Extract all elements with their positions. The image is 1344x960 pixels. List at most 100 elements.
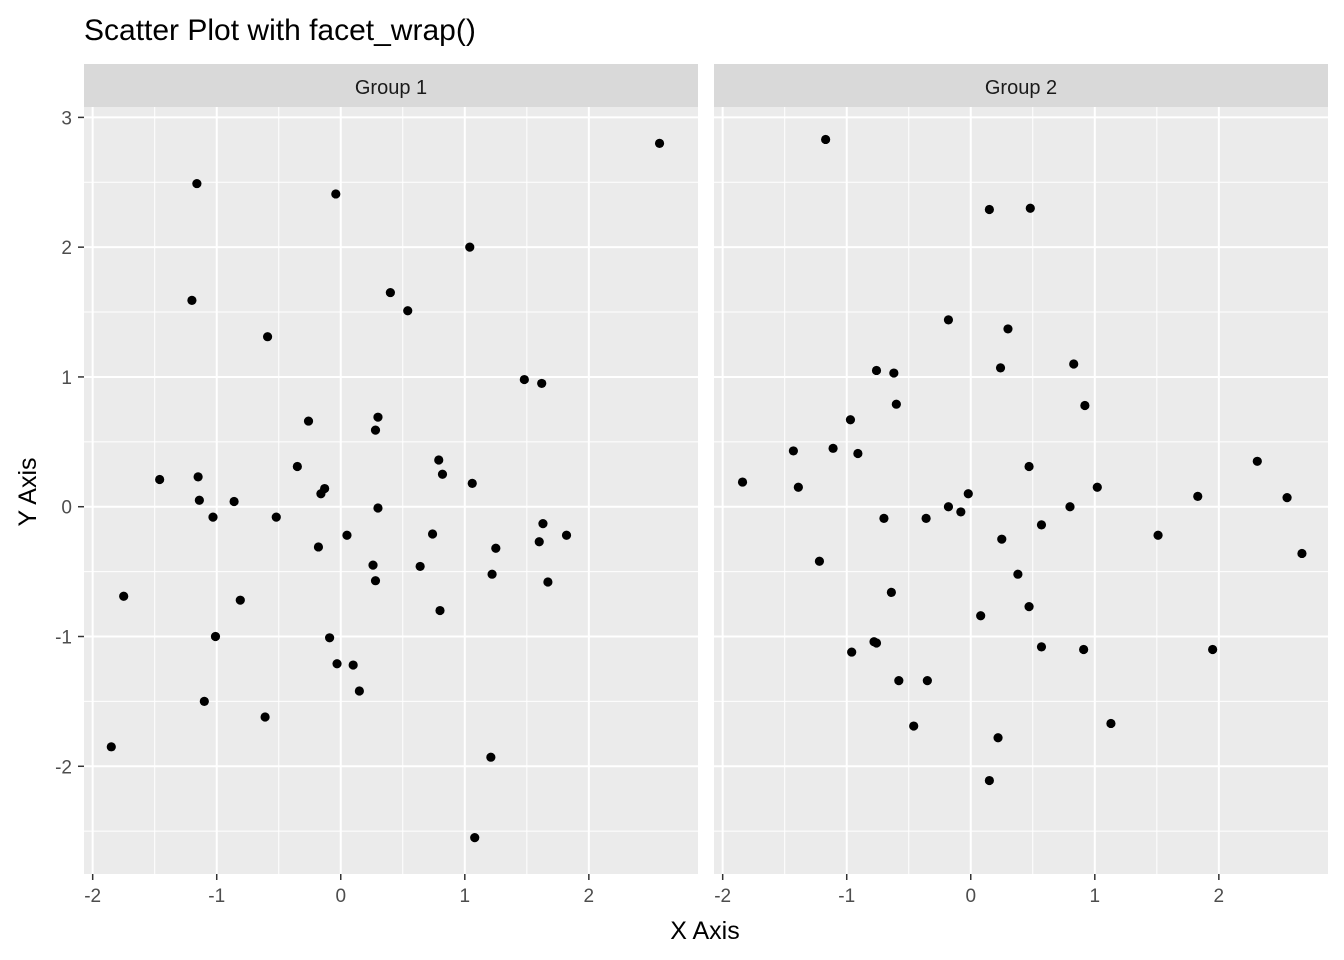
scatter-point	[993, 733, 1003, 743]
scatter-point	[922, 676, 932, 686]
scatter-point	[194, 495, 204, 505]
scatter-point	[788, 446, 798, 456]
scatter-point	[262, 332, 273, 342]
x-tick-label: 1	[1090, 886, 1101, 907]
scatter-point	[316, 489, 326, 499]
panel-background	[84, 107, 698, 874]
scatter-point	[467, 478, 477, 488]
scatter-point	[853, 448, 863, 459]
scatter-point	[828, 443, 838, 453]
scatter-point	[519, 374, 529, 385]
scatter-point	[737, 477, 748, 487]
scatter-point	[654, 138, 665, 148]
y-tick-label: 1	[61, 368, 72, 389]
scatter-point	[260, 712, 270, 722]
scatter-point	[886, 587, 896, 597]
scatter-point	[1282, 493, 1292, 503]
x-axis-label: X Axis	[670, 917, 739, 945]
scatter-point	[871, 638, 882, 648]
scatter-point	[1003, 324, 1013, 334]
scatter-point	[793, 482, 803, 492]
scatter-point	[1036, 520, 1047, 530]
facet-strip	[84, 64, 698, 107]
scatter-point	[292, 461, 302, 472]
scatter-point	[465, 242, 475, 252]
y-tick-label: 0	[61, 498, 72, 519]
scatter-point	[956, 507, 966, 517]
scatter-point	[199, 696, 209, 706]
scatter-point	[106, 742, 116, 752]
x-tick-label: 1	[460, 886, 471, 907]
scatter-point	[814, 556, 825, 566]
scatter-point	[415, 561, 425, 572]
scatter-point	[1065, 502, 1075, 512]
scatter-point	[210, 631, 221, 642]
scatter-point	[385, 287, 395, 298]
scatter-point	[889, 368, 899, 378]
y-axis-label: Y Axis	[14, 457, 42, 526]
scatter-point	[997, 534, 1007, 544]
scatter-point	[403, 306, 413, 316]
scatter-point	[368, 560, 378, 570]
facet-panels: Group 1 -2 -1 0 1 2 -2 -1 0 1 2 3 Group 2 -2 -1 0 1 2	[55, 64, 1328, 907]
x-tick-label: -2	[714, 886, 731, 907]
scatter-point	[995, 363, 1006, 373]
scatter-point	[373, 412, 383, 422]
scatter-point	[313, 542, 324, 552]
y-tick-label: -1	[55, 628, 72, 649]
scatter-point	[847, 647, 857, 657]
scatter-point	[1024, 602, 1034, 612]
scatter-point	[192, 178, 202, 189]
facet-panel-2: Group 2 -2 -1 0 1 2	[714, 64, 1328, 907]
scatter-point	[976, 611, 986, 621]
scatter-point	[943, 502, 954, 512]
scatter-point	[1079, 644, 1089, 655]
scatter-point	[348, 660, 358, 670]
scatter-point	[921, 513, 931, 524]
scatter-point	[537, 378, 547, 389]
scatter-point	[963, 489, 973, 499]
scatter-point	[187, 295, 197, 305]
scatter-point	[1036, 642, 1047, 652]
x-tick-label: 2	[584, 886, 595, 907]
scatter-point	[1297, 548, 1307, 559]
scatter-point	[373, 503, 383, 513]
scatter-point	[332, 659, 342, 669]
scatter-point	[561, 530, 572, 540]
scatter-point	[434, 455, 444, 465]
panel-background	[714, 107, 1328, 874]
scatter-point	[119, 591, 129, 601]
scatter-point	[486, 752, 496, 762]
scatter-point	[984, 775, 994, 786]
facet-strip-label: Group 1	[355, 77, 427, 99]
y-tick-label: 3	[61, 108, 72, 129]
scatter-point	[331, 189, 341, 199]
facet-strip	[714, 64, 1328, 107]
scatter-point	[435, 605, 445, 616]
scatter-point	[538, 518, 548, 529]
scatter-point	[894, 676, 904, 686]
x-tick-label: -1	[838, 886, 855, 907]
scatter-point	[235, 595, 245, 605]
scatter-point	[543, 577, 553, 587]
scatter-point	[229, 496, 239, 507]
x-tick-label: -1	[208, 886, 225, 907]
scatter-point	[470, 833, 480, 843]
scatter-point	[1024, 461, 1034, 472]
scatter-point	[821, 134, 831, 145]
scatter-point	[325, 633, 335, 643]
x-tick-label: 0	[335, 886, 346, 907]
scatter-point	[1252, 456, 1262, 466]
scatter-point	[879, 513, 889, 524]
scatter-point	[1080, 400, 1090, 411]
scatter-point	[1106, 718, 1116, 729]
scatter-point	[1013, 569, 1023, 579]
scatter-point	[487, 569, 497, 579]
x-tick-label: -2	[84, 886, 101, 907]
scatter-point	[208, 512, 218, 522]
scatter-point	[943, 315, 954, 325]
scatter-point	[1069, 359, 1079, 369]
scatter-point	[370, 576, 381, 586]
x-tick-label: 0	[965, 886, 976, 907]
